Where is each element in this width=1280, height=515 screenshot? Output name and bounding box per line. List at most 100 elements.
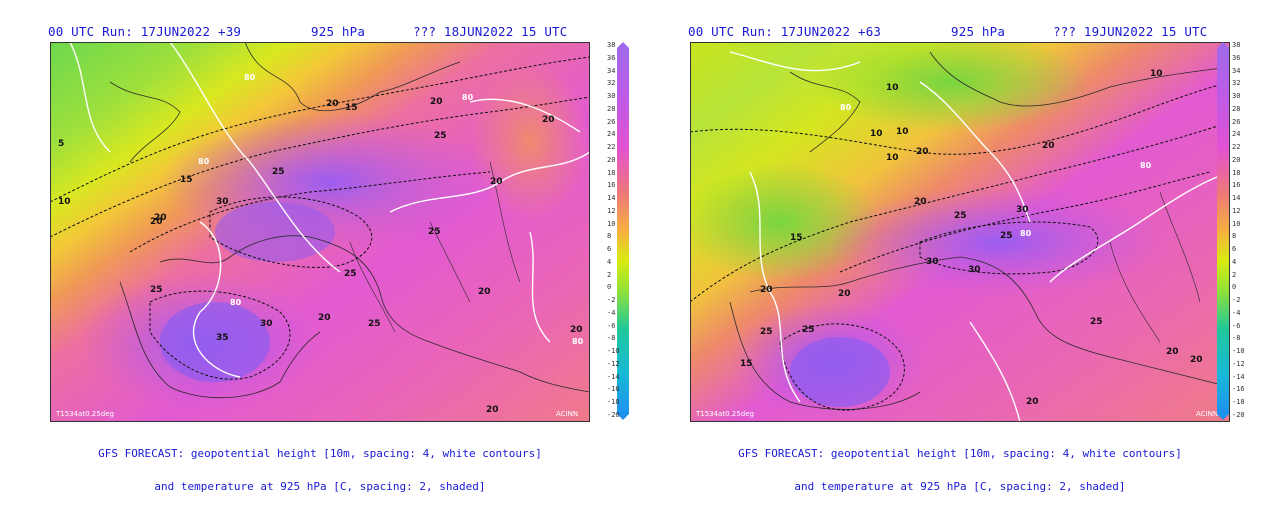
colorbar-tick-label: 0 — [607, 283, 612, 291]
colorbar-tick-label: 28 — [607, 105, 616, 113]
colorbar-tick-label: 30 — [1232, 92, 1241, 100]
temp-label: 25 — [150, 285, 163, 295]
temp-label: 20 — [154, 213, 167, 223]
colorbar-tick-label: 32 — [607, 79, 616, 87]
colorbar-tick-label: 26 — [1232, 118, 1241, 126]
colorbar-tick-label: 6 — [1232, 245, 1237, 253]
map-caption: GFS FORECAST: geopotential height [10m, … — [690, 426, 1230, 514]
temp-label: 20 — [916, 147, 929, 157]
colorbar-tick-label: 20 — [607, 156, 616, 164]
temp-label: 20 — [490, 177, 503, 187]
temp-label: 20 — [542, 115, 555, 125]
height-label: 80 — [230, 298, 242, 307]
temp-label: 30 — [968, 265, 981, 275]
temp-label: 20 — [478, 287, 491, 297]
temp-label: 20 — [150, 217, 163, 227]
valid-time: ??? 19JUN2022 15 UTC — [1053, 24, 1208, 39]
temp-label: 25 — [368, 319, 381, 329]
temp-label: 10 — [58, 197, 71, 207]
colorbar-tick-label: -8 — [607, 334, 616, 342]
credit: ACINN — [556, 410, 578, 418]
temp-label: 15 — [740, 359, 753, 369]
temp-label: 35 — [216, 333, 229, 343]
temp-label: 20 — [1026, 397, 1039, 407]
colorbar-tick-label: -20 — [607, 411, 620, 419]
temp-label: 25 — [272, 167, 285, 177]
temp-label: 20 — [326, 99, 339, 109]
temp-label: 25 — [344, 269, 357, 279]
pressure-level: 925 hPa — [311, 24, 366, 39]
temp-label: 25 — [802, 325, 815, 335]
colorbar-tick-label: 2 — [1232, 271, 1237, 279]
run-info: 00 UTC Run: 17JUN2022 +63 — [688, 24, 882, 39]
height-label: 80 — [572, 337, 584, 346]
colorbar-tick-label: -2 — [607, 296, 616, 304]
height-label: 80 — [1020, 229, 1032, 238]
colorbar-tick-label: -14 — [607, 373, 620, 381]
temp-label: 25 — [1090, 317, 1103, 327]
temp-label: 10 — [886, 153, 899, 163]
caption-line-2: and temperature at 925 hPa [C, spacing: … — [154, 480, 486, 493]
temp-label: 10 — [1150, 69, 1163, 79]
temp-label: 30 — [926, 257, 939, 267]
colorbar-tick-label: 16 — [1232, 181, 1241, 189]
colorbar-tick-label: 6 — [607, 245, 612, 253]
height-label: 80 — [840, 103, 852, 112]
colorbar-ticks: 38 36 34 32 30 28 26 24 22 20 18 16 14 12 10 8 6 4 2 0 -2 -4-… — [607, 41, 633, 420]
colorbar-tick-label: 28 — [1232, 105, 1241, 113]
temp-label: 20 — [1190, 355, 1203, 365]
model-tag: T1534at0.25deg — [695, 410, 754, 418]
temp-label: 10 — [886, 83, 899, 93]
temp-label: 20 — [760, 285, 773, 295]
colorbar-tick-label: 38 — [607, 41, 616, 49]
forecast-map: 10 10 10 10 15 20 20 25 30 30 30 25 20 2… — [690, 42, 1230, 422]
temp-label: 25 — [954, 211, 967, 221]
temp-label: 20 — [570, 325, 583, 335]
colorbar-ticks: 38 36 34 32 30 28 26 24 22 20 18 16 14 12 10 8 6 4 2 0 -2 -4-… — [1232, 41, 1258, 420]
colorbar-tick-label: -2 — [1232, 296, 1241, 304]
colorbar-tick-label: 18 — [1232, 169, 1241, 177]
colorbar-tick-label: 36 — [1232, 54, 1241, 62]
colorbar-tick-label: -16 — [1232, 385, 1245, 393]
colorbar — [617, 42, 629, 420]
colorbar-tick-label: -14 — [1232, 373, 1245, 381]
temp-label: 15 — [345, 103, 358, 113]
colorbar-tick-label: 26 — [607, 118, 616, 126]
temp-label: 15 — [180, 175, 193, 185]
temp-label: 20 — [838, 289, 851, 299]
colorbar-tick-label: 22 — [607, 143, 616, 151]
temp-label: 25 — [1000, 231, 1013, 241]
temp-label: 25 — [760, 327, 773, 337]
colorbar-tick-label: -10 — [607, 347, 620, 355]
height-label: 80 — [462, 93, 474, 102]
colorbar — [1217, 42, 1229, 420]
colorbar-tick-label: 20 — [1232, 156, 1241, 164]
colorbar-tick-label: -4 — [1232, 309, 1241, 317]
colorbar-tick-label: 24 — [607, 130, 616, 138]
temp-label: 30 — [216, 197, 229, 207]
colorbar-tick-label: 16 — [607, 181, 616, 189]
colorbar-tick-label: -16 — [607, 385, 620, 393]
colorbar-tick-label: 12 — [607, 207, 616, 215]
colorbar-tick-label: 8 — [1232, 232, 1237, 240]
colorbar-tick-label: 4 — [1232, 258, 1237, 266]
run-info: 00 UTC Run: 17JUN2022 +39 — [48, 24, 242, 39]
forecast-map: 5 10 15 20 25 30 35 20 25 20 25 20 15 20… — [50, 42, 590, 422]
colorbar-tick-label: 34 — [1232, 67, 1241, 75]
valid-time: ??? 18JUN2022 15 UTC — [413, 24, 568, 39]
temp-label: 30 — [260, 319, 273, 329]
model-tag: T1534at0.25deg — [55, 410, 114, 418]
forecast-panel-right: 00 UTC Run: 17JUN2022 +63 925 hPa ??? 19… — [640, 0, 1280, 492]
temp-label: 25 — [428, 227, 441, 237]
colorbar-tick-label: -4 — [607, 309, 616, 317]
colorbar-tick-label: -6 — [1232, 322, 1241, 330]
height-label: 80 — [1140, 161, 1152, 170]
colorbar-tick-label: -6 — [607, 322, 616, 330]
colorbar-tick-label: 10 — [607, 220, 616, 228]
forecast-panel-left: 00 UTC Run: 17JUN2022 +39 925 hPa ??? 18… — [0, 0, 640, 492]
temp-label: 10 — [896, 127, 909, 137]
colorbar-tick-label: 12 — [1232, 207, 1241, 215]
colorbar-tick-label: -12 — [1232, 360, 1245, 368]
colorbar-tick-label: 4 — [607, 258, 612, 266]
colorbar-tick-label: -20 — [1232, 411, 1245, 419]
